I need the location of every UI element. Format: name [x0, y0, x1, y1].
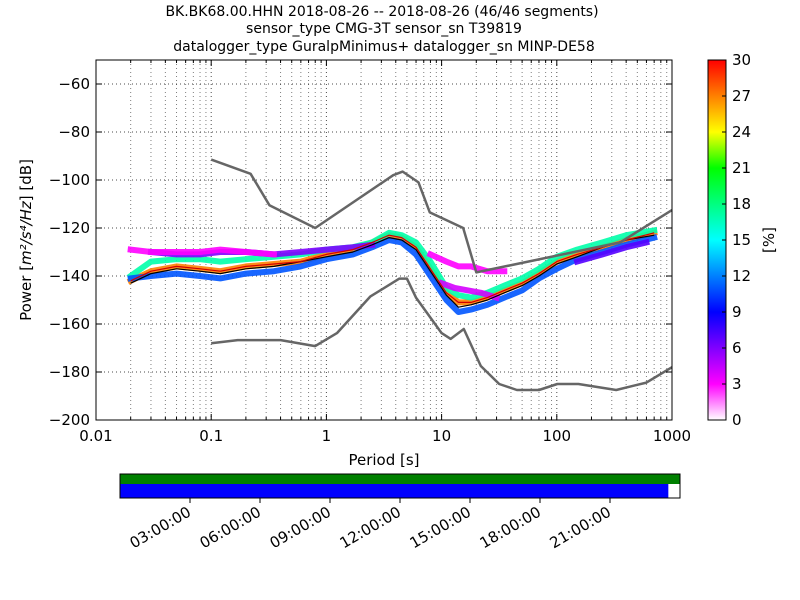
colorbar: 0 3 6 9 12 15 18 21 24 27 30 [%] [707, 51, 778, 429]
colorbar-tick-label: 24 [732, 123, 751, 141]
chart-title: BK.BK68.00.HHN 2018-08-26 -- 2018-08-26 … [165, 4, 598, 55]
time-axis: 03:00:00 06:00:00 09:00:00 12:00:00 15:00:00… [127, 498, 614, 552]
y-tick-label: −140 [49, 267, 90, 285]
x-axis: 0.01 0.1 1 10 100 1000 [79, 60, 691, 445]
grid [95, 60, 672, 421]
noise-models [130, 158, 672, 392]
mode-curve [130, 234, 655, 308]
y-tick-label: −160 [49, 315, 90, 333]
time-tick-label: 09:00:00 [267, 503, 334, 552]
x-axis-label: Period [s] [348, 451, 419, 469]
time-tick-label: 06:00:00 [197, 503, 264, 552]
pdf-band [126, 226, 658, 301]
time-tick-label: 03:00:00 [127, 503, 194, 552]
x-tick-label: 100 [542, 427, 571, 445]
median-curve [130, 232, 655, 303]
pdf-band [437, 279, 501, 302]
plot-frame [95, 59, 673, 421]
colorbar-ticks: 0 3 6 9 12 15 18 21 24 27 30 [722, 51, 751, 429]
x-tick-label: 0.1 [199, 427, 223, 445]
colorbar-tick-label: 18 [732, 195, 751, 213]
time-tick-label: 15:00:00 [407, 503, 474, 552]
x-tick-label: 10 [432, 427, 451, 445]
y-axis-label: Power [m²/s⁴/Hz] [dB] [17, 159, 35, 321]
colorbar-label: [%] [760, 227, 778, 253]
time-coverage: 03:00:00 06:00:00 09:00:00 12:00:00 15:00:00… [119, 473, 681, 552]
y-tick-label: −180 [49, 363, 90, 381]
pdf-band [573, 238, 651, 266]
y-tick-label: −80 [58, 123, 90, 141]
colorbar-tick-label: 27 [732, 87, 751, 105]
colorbar-tick-label: 0 [732, 411, 742, 429]
title-line-1: BK.BK68.00.HHN 2018-08-26 -- 2018-08-26 … [165, 4, 598, 20]
pdf-band [426, 250, 508, 275]
colorbar-tick-label: 3 [732, 375, 742, 393]
colorbar-tick-label: 9 [732, 303, 742, 321]
colorbar-tick-label: 6 [732, 339, 742, 357]
colorbar-tick-label: 15 [732, 231, 751, 249]
time-tick-label: 12:00:00 [337, 503, 404, 552]
data-coverage-bar [120, 484, 669, 498]
y-tick-label: −200 [49, 411, 90, 429]
y-tick-label: −100 [49, 171, 90, 189]
x-tick-label: 0.01 [79, 427, 112, 445]
y-tick-label: −60 [58, 75, 90, 93]
colorbar-tick-label: 30 [732, 51, 751, 69]
x-tick-label: 1000 [653, 427, 691, 445]
new-low-noise-model [211, 277, 672, 392]
plot-area: 0.01 0.1 1 10 100 1000 −200 −180 −160 −140 −120 −1… [17, 59, 691, 469]
title-line-2: sensor_type CMG-3T sensor_sn T39819 [246, 21, 522, 37]
x-tick-label: 1 [322, 427, 332, 445]
time-tick-label: 21:00:00 [547, 503, 614, 552]
processed-coverage-bar [120, 474, 680, 484]
pdf-band [127, 246, 278, 258]
time-tick-label: 18:00:00 [477, 503, 544, 552]
y-axis: −200 −180 −160 −140 −120 −100 −80 −60 [49, 75, 672, 429]
pdf-band [127, 233, 658, 315]
title-line-3: datalogger_type GuralpMinimus+ datalogge… [173, 39, 594, 55]
colorbar-tick-label: 21 [732, 159, 751, 177]
y-tick-label: −120 [49, 219, 90, 237]
new-high-noise-model [210, 158, 672, 274]
colorbar-tick-label: 12 [732, 267, 751, 285]
